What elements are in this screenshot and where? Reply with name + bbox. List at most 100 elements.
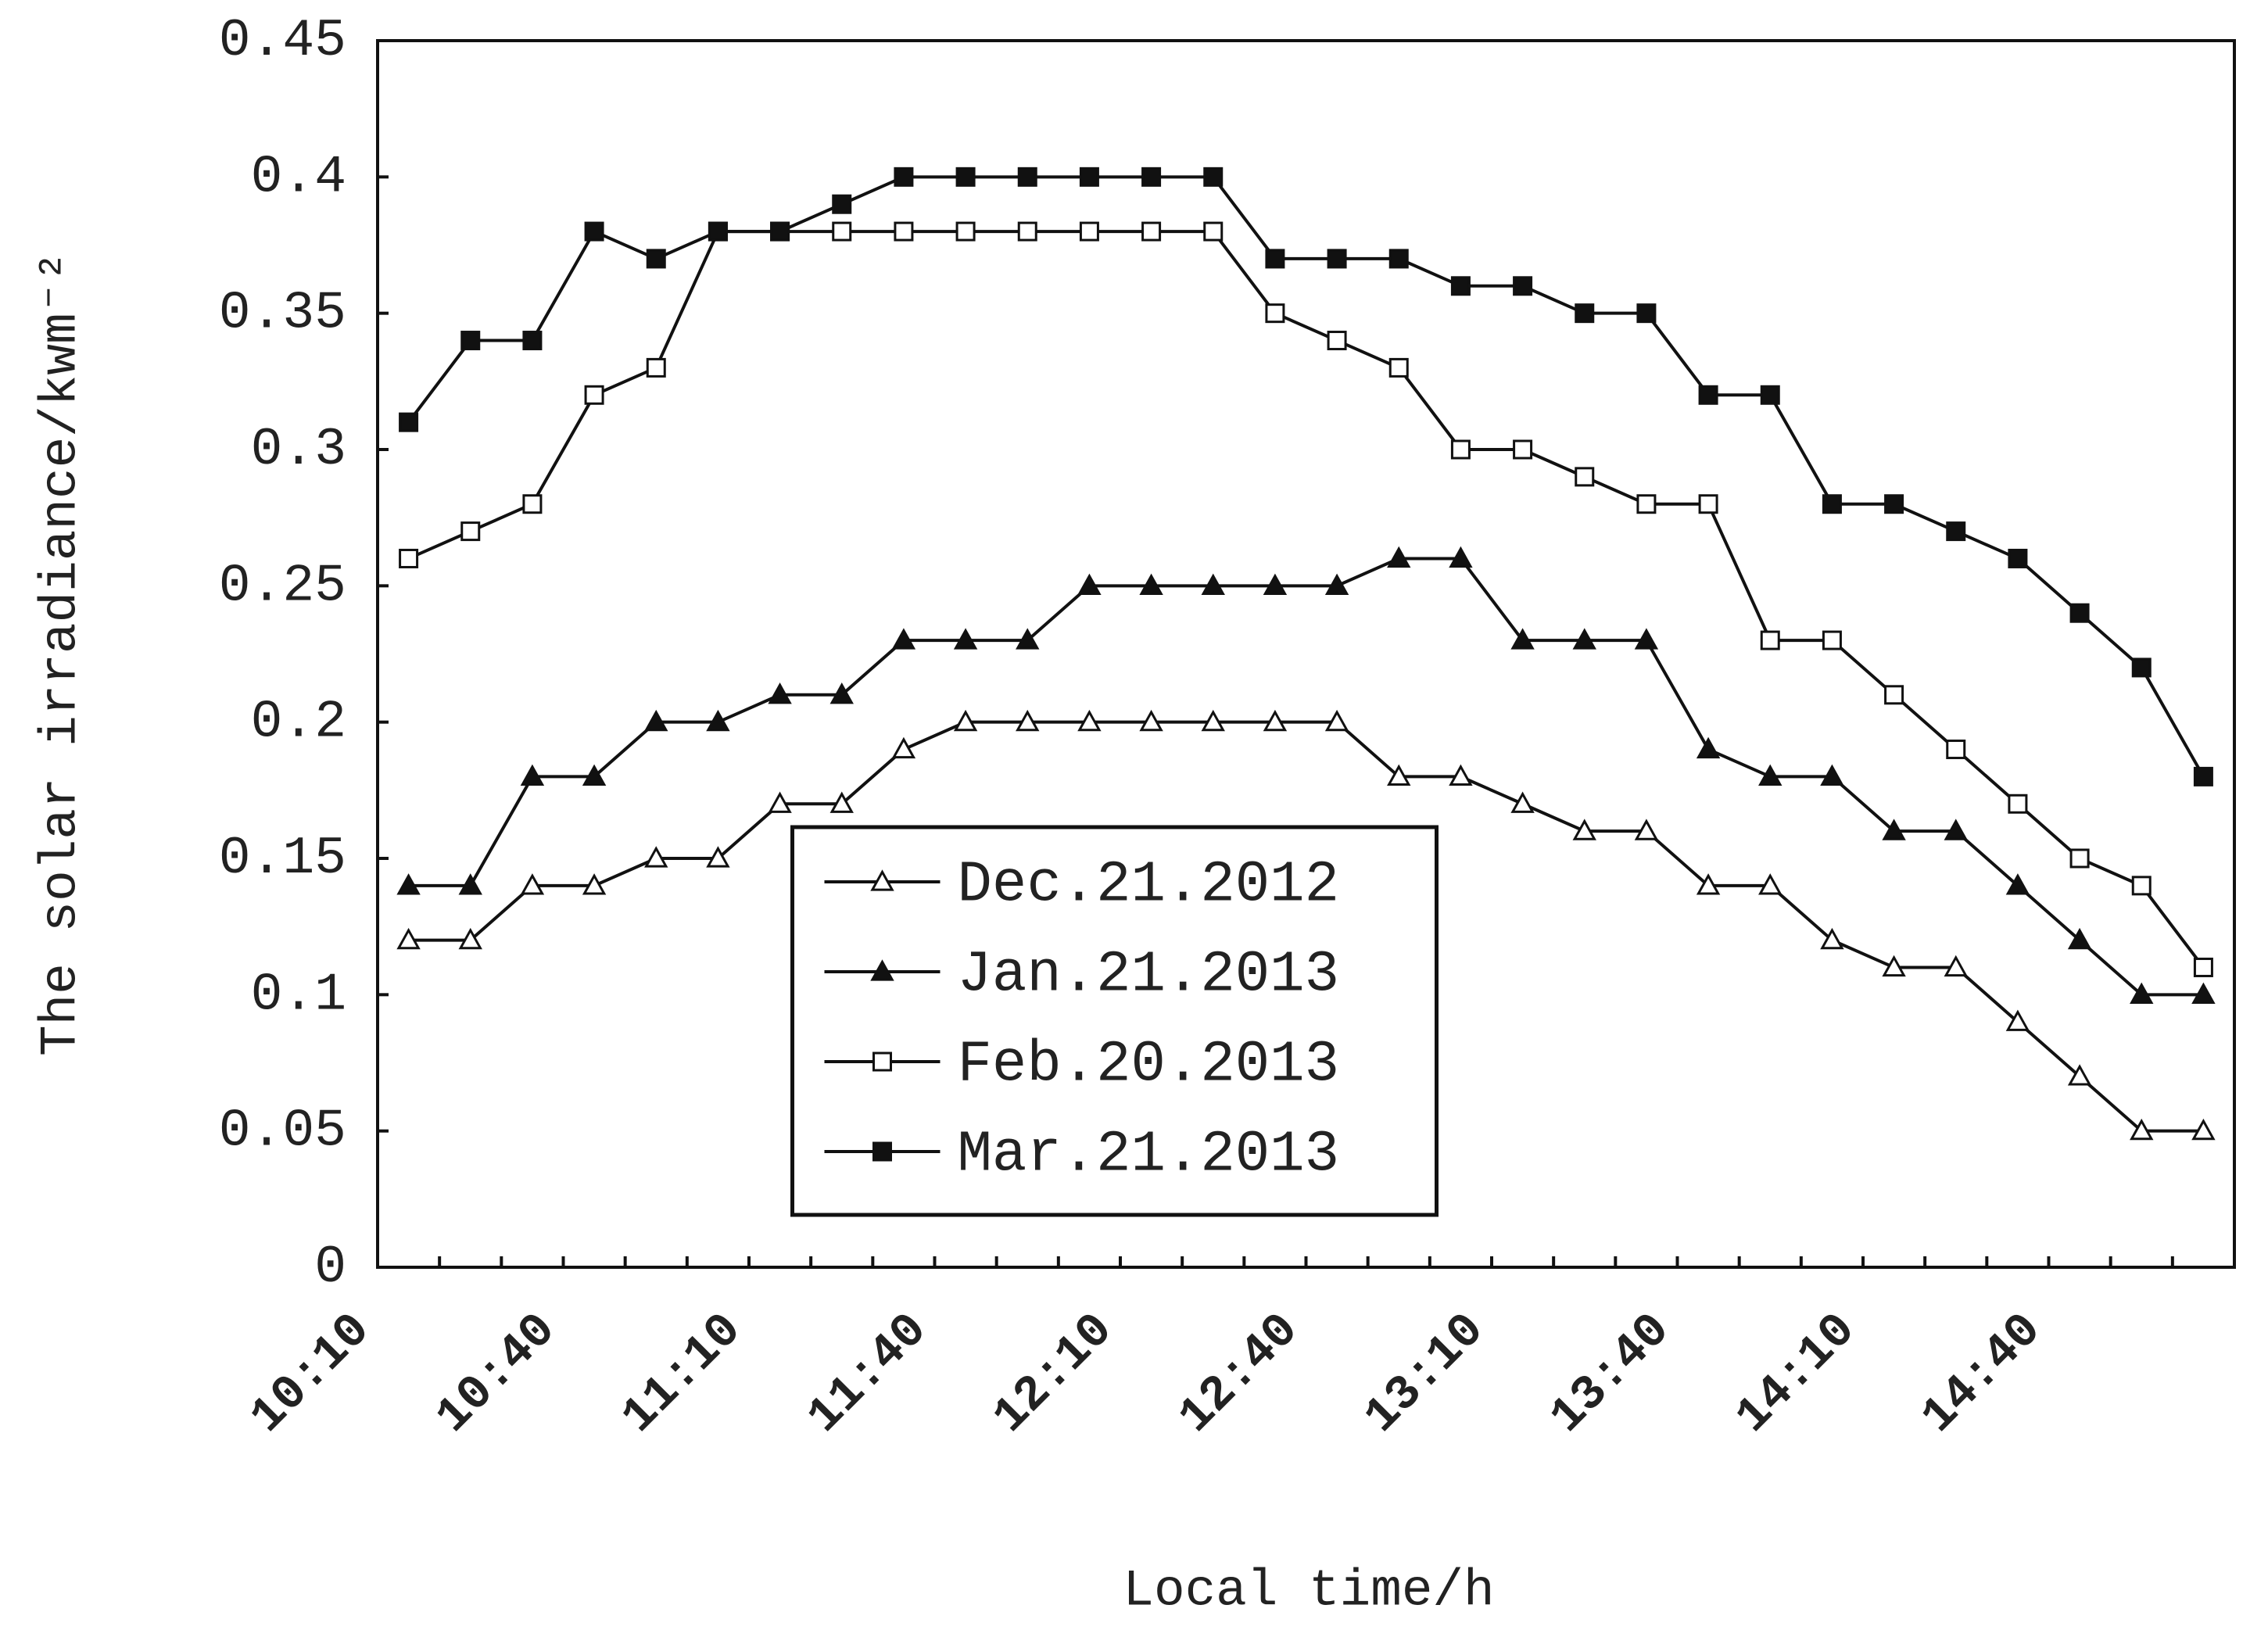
data-point <box>1263 709 1288 732</box>
data-point <box>1946 521 1966 542</box>
data-point <box>460 521 481 542</box>
data-point <box>1822 630 1842 650</box>
legend-label: Feb.20.2013 <box>958 1033 1339 1098</box>
data-point <box>1203 167 1224 187</box>
data-point <box>1387 546 1411 568</box>
data-point <box>955 221 976 242</box>
y-tick-label: 0.25 <box>219 556 346 616</box>
x-tick-label: 10:40 <box>425 1302 568 1445</box>
y-tick-label: 0.45 <box>219 11 346 71</box>
data-point <box>1698 494 1718 514</box>
data-point <box>1387 764 1411 786</box>
legend-marker <box>870 959 894 981</box>
legend-label: Mar.21.2013 <box>958 1123 1339 1188</box>
data-point <box>894 167 914 187</box>
data-point <box>1884 494 1904 514</box>
data-point <box>399 412 419 432</box>
data-point <box>1636 303 1657 324</box>
data-point <box>1327 249 1347 269</box>
data-point <box>522 494 543 514</box>
data-point <box>1758 873 1783 895</box>
data-point <box>1139 573 1163 595</box>
data-point <box>1203 221 1224 242</box>
x-tick-label: 12:40 <box>1168 1302 1310 1445</box>
data-point <box>1449 764 1473 786</box>
data-point <box>1016 628 1040 650</box>
data-point <box>520 764 545 786</box>
data-point <box>2005 1009 2030 1031</box>
data-point <box>460 331 481 351</box>
data-point <box>1139 709 1163 732</box>
data-point <box>706 846 730 868</box>
data-point <box>955 167 976 187</box>
data-point <box>832 194 852 214</box>
data-point <box>1636 494 1657 514</box>
data-point <box>1510 628 1535 650</box>
data-point <box>2193 957 2213 977</box>
data-point <box>1634 819 1659 840</box>
data-point <box>1698 385 1718 405</box>
legend-label: Dec.21.2012 <box>958 853 1339 919</box>
series-line <box>408 720 2204 1133</box>
x-tick-label: 13:10 <box>1353 1302 1496 1445</box>
data-point <box>1820 764 1844 786</box>
data-point <box>1324 573 1349 595</box>
data-point <box>953 628 978 650</box>
y-tick-label: 0.15 <box>219 829 346 889</box>
data-point <box>644 709 668 732</box>
data-point <box>458 873 482 895</box>
series-line <box>407 230 2205 969</box>
data-point <box>646 357 666 378</box>
x-tick-label: 10:10 <box>239 1302 382 1445</box>
data-point <box>520 873 545 895</box>
y-axis-title: The solar irradiance/kwm⁻² <box>31 251 90 1056</box>
data-point <box>1324 709 1349 732</box>
data-point <box>1079 167 1099 187</box>
data-point <box>1575 303 1595 324</box>
data-point <box>1884 685 1904 705</box>
data-point <box>458 927 482 950</box>
data-point <box>2069 848 2090 869</box>
data-point <box>1944 955 1968 977</box>
data-point <box>1388 357 1409 378</box>
x-tick-label: 11:40 <box>797 1302 939 1445</box>
data-point <box>1263 573 1288 595</box>
data-point <box>2131 657 2152 678</box>
data-point <box>1017 221 1037 242</box>
data-point <box>1882 819 1906 840</box>
data-point <box>891 736 916 759</box>
data-point <box>770 221 790 242</box>
series-line <box>408 557 2204 997</box>
data-point <box>1141 221 1162 242</box>
data-point <box>396 927 421 950</box>
data-point <box>582 764 607 786</box>
data-point <box>2067 1064 2092 1086</box>
y-tick-label: 0.05 <box>219 1102 346 1162</box>
data-point <box>399 548 419 568</box>
data-point <box>2130 982 2154 1004</box>
data-point <box>1450 276 1471 296</box>
x-axis-title: Local time/h <box>1123 1561 1494 1620</box>
data-point <box>584 221 604 242</box>
data-point <box>1696 873 1721 895</box>
data-point <box>953 709 978 732</box>
data-point <box>832 221 852 242</box>
data-point <box>1882 955 1906 977</box>
data-point <box>1016 709 1040 732</box>
data-point <box>706 709 730 732</box>
data-point <box>1572 628 1596 650</box>
y-tick-label: 0.2 <box>251 693 346 753</box>
data-point <box>1201 709 1225 732</box>
legend-marker <box>872 1141 892 1162</box>
data-point <box>2131 876 2152 896</box>
data-point <box>1201 573 1225 595</box>
data-point <box>1077 573 1102 595</box>
data-point <box>1265 303 1285 324</box>
x-tick-label: 13:40 <box>1539 1302 1682 1445</box>
data-point <box>1572 819 1596 840</box>
legend-marker <box>870 869 894 891</box>
data-point <box>768 791 792 813</box>
data-point <box>1513 276 1533 296</box>
x-tick-label: 14:10 <box>1725 1302 1867 1445</box>
